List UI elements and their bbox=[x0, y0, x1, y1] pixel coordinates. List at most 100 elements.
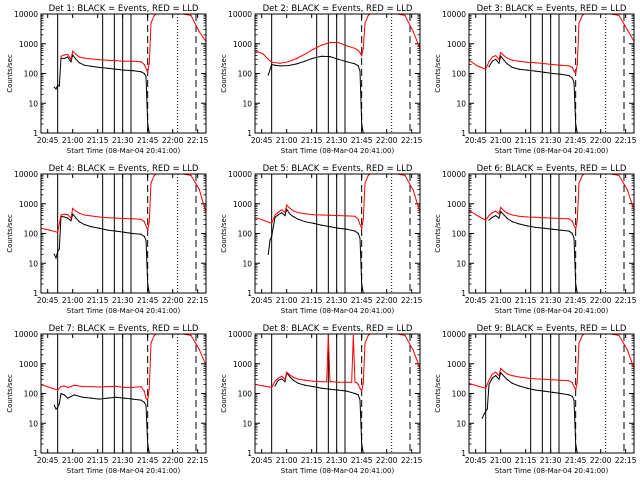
data-point-events bbox=[63, 394, 65, 396]
y-tick-label: 1000 bbox=[19, 200, 38, 209]
data-point-lld bbox=[404, 14, 406, 16]
data-point-lld bbox=[57, 231, 59, 233]
data-point-events bbox=[321, 387, 323, 389]
panel-title: Det 4: BLACK = Events, RED = LLD bbox=[49, 164, 199, 174]
x-tick-label: 22:00 bbox=[376, 456, 398, 465]
data-point-lld bbox=[274, 380, 276, 382]
data-point-events bbox=[78, 221, 80, 223]
data-point-events bbox=[145, 404, 147, 406]
data-point-lld bbox=[57, 389, 59, 391]
x-tick-label: 21:45 bbox=[565, 456, 587, 465]
panel-det-5: Det 5: BLACK = Events, RED = LLD Counts/s… bbox=[220, 164, 423, 315]
data-point-events bbox=[543, 71, 545, 73]
data-point-events bbox=[511, 66, 513, 69]
data-point-lld bbox=[578, 182, 580, 184]
y-tick-label: 1000 bbox=[233, 200, 252, 209]
data-point-lld bbox=[286, 371, 288, 373]
x-tick-label: 21:30 bbox=[112, 456, 134, 465]
y-tick-label: 100 bbox=[24, 230, 39, 239]
panel-det-6: Det 6: BLACK = Events, RED = LLD Counts/s… bbox=[434, 164, 637, 315]
data-point-events bbox=[123, 231, 125, 233]
data-point-lld bbox=[500, 206, 502, 209]
data-point-lld bbox=[271, 386, 273, 389]
x-tick-label: 22:15 bbox=[401, 296, 423, 305]
data-point-lld bbox=[359, 52, 361, 54]
y-tick-label: 100 bbox=[452, 390, 467, 399]
data-point-events bbox=[274, 385, 276, 387]
data-point-lld bbox=[337, 381, 339, 383]
data-point-lld bbox=[500, 52, 502, 54]
plot-frame bbox=[40, 173, 207, 294]
series-line-lld bbox=[469, 334, 634, 392]
y-tick-label: 10 bbox=[242, 99, 252, 108]
data-point-lld bbox=[67, 386, 69, 389]
data-point-lld bbox=[190, 334, 192, 336]
data-point-lld bbox=[495, 210, 497, 212]
data-point-events bbox=[568, 230, 570, 232]
series-line-lld bbox=[41, 174, 206, 233]
data-point-lld bbox=[560, 379, 562, 381]
data-point-events bbox=[495, 58, 497, 60]
data-point-lld bbox=[495, 54, 497, 57]
plot-frame bbox=[254, 173, 421, 294]
data-point-lld bbox=[575, 72, 577, 75]
data-point-events bbox=[277, 214, 279, 216]
data-point-lld bbox=[362, 382, 364, 384]
data-point-lld bbox=[618, 174, 620, 176]
x-tick-label: 21:15 bbox=[301, 136, 323, 145]
data-point-events bbox=[284, 214, 286, 217]
data-point-lld bbox=[321, 381, 323, 383]
data-point-lld bbox=[500, 367, 502, 369]
x-tick-label: 22:15 bbox=[187, 136, 209, 145]
data-point-events bbox=[107, 397, 109, 399]
data-point-events bbox=[568, 394, 570, 396]
x-tick-label: 20:45 bbox=[465, 296, 487, 305]
series-group bbox=[255, 174, 420, 293]
data-point-lld bbox=[354, 381, 356, 383]
y-tick-label: 1000 bbox=[447, 200, 466, 209]
y-tick-label: 1 bbox=[33, 289, 38, 298]
data-point-lld bbox=[568, 380, 570, 382]
data-point-lld bbox=[70, 58, 72, 60]
data-point-events bbox=[281, 378, 283, 380]
data-point-lld bbox=[485, 68, 487, 70]
y-tick-label: 10 bbox=[242, 419, 252, 428]
data-point-events bbox=[481, 417, 483, 419]
data-point-lld bbox=[618, 14, 620, 16]
data-point-events bbox=[147, 123, 149, 125]
data-point-lld bbox=[72, 207, 74, 209]
data-point-lld bbox=[140, 218, 142, 220]
data-point-events bbox=[535, 226, 537, 229]
y-tick-label: 10000 bbox=[14, 10, 38, 19]
data-point-lld bbox=[543, 63, 545, 65]
data-point-lld bbox=[354, 47, 356, 49]
y-tick-label: 1 bbox=[247, 289, 252, 298]
data-point-lld bbox=[262, 385, 264, 387]
data-point-events bbox=[312, 386, 314, 388]
data-point-lld bbox=[153, 174, 155, 176]
data-point-events bbox=[284, 381, 286, 383]
data-point-events bbox=[281, 212, 283, 214]
data-point-events bbox=[90, 397, 92, 399]
data-point-lld bbox=[581, 334, 583, 336]
data-point-lld bbox=[476, 385, 478, 387]
data-point-events bbox=[67, 397, 69, 399]
data-point-lld bbox=[503, 370, 505, 373]
data-point-events bbox=[488, 219, 490, 221]
data-point-events bbox=[289, 213, 291, 215]
series-line-lld bbox=[469, 174, 634, 231]
data-point-lld bbox=[63, 213, 65, 215]
data-point-lld bbox=[140, 61, 142, 63]
y-tick-label: 1000 bbox=[233, 360, 252, 369]
data-point-events bbox=[354, 63, 356, 65]
series-line-events bbox=[488, 210, 579, 293]
data-point-lld bbox=[73, 384, 75, 386]
data-point-lld bbox=[498, 58, 500, 60]
data-point-events bbox=[357, 65, 359, 67]
data-point-events bbox=[488, 66, 490, 68]
panel-det-9: Det 9: BLACK = Events, RED = LLD Counts/s… bbox=[434, 324, 637, 475]
data-point-lld bbox=[90, 215, 92, 217]
data-point-lld bbox=[279, 62, 281, 64]
data-point-events bbox=[90, 65, 92, 67]
y-tick-label: 1 bbox=[247, 449, 252, 458]
